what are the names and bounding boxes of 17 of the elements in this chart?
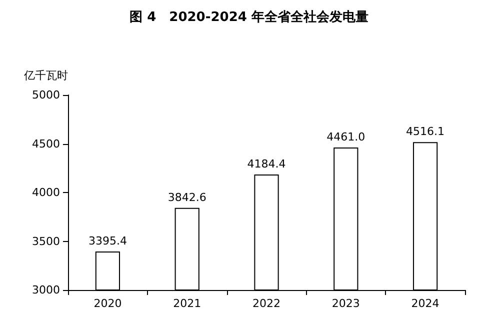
y-axis-title: 亿千瓦时	[23, 69, 68, 82]
x-tick-label: 2024	[411, 297, 440, 310]
y-tick-label: 4500	[32, 137, 60, 150]
data-label: 3842.6	[168, 190, 206, 204]
y-tick-label: 3500	[32, 234, 60, 248]
x-tick-label: 2023	[332, 297, 360, 310]
data-label: 4184.4	[247, 158, 286, 171]
chart-title: 图 4 2020-2024 年全省全社会发电量	[130, 9, 368, 25]
x-tick-label: 2022	[252, 297, 280, 310]
data-label: 4516.1	[406, 125, 445, 138]
y-tick-label: 5000	[32, 88, 60, 102]
x-tick-label: 2021	[173, 297, 202, 310]
data-label: 3395.4	[88, 234, 127, 248]
y-tick-label: 3000	[32, 284, 60, 296]
y-tick-label: 4000	[32, 186, 60, 199]
data-label: 4461.0	[326, 130, 366, 144]
x-tick-label: 2020	[94, 297, 122, 310]
